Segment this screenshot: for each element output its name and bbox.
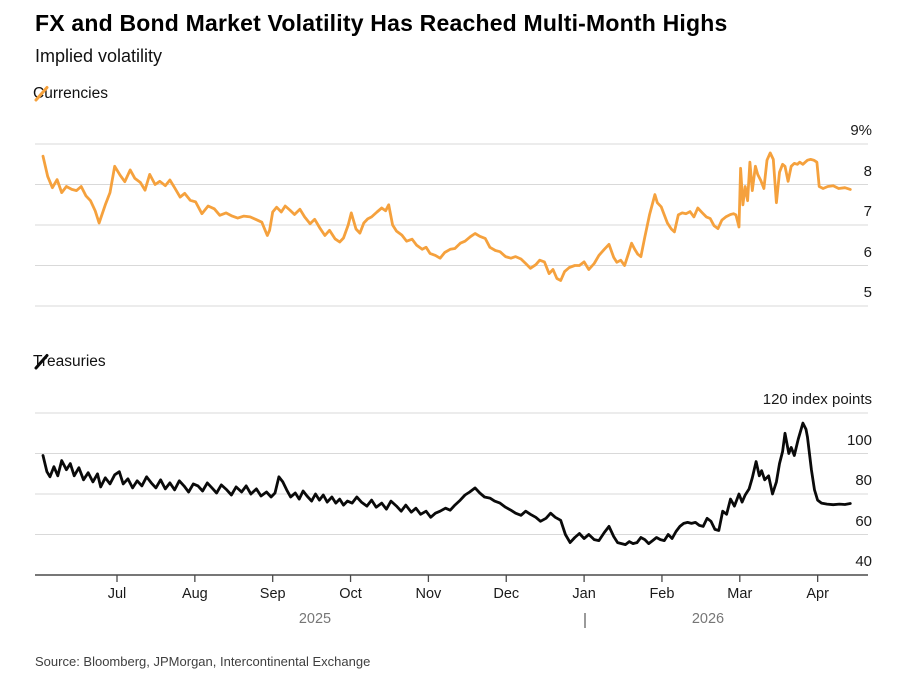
x-tick-label-apr: Apr: [806, 586, 829, 602]
y-tick-label: 40: [855, 553, 872, 570]
y-tick-label: 120 index points: [762, 391, 872, 408]
year-divider-tick: [584, 613, 586, 628]
x-tick-label-aug: Aug: [181, 586, 208, 602]
currencies-series-line: [41, 151, 852, 282]
y-tick-label: 100: [846, 431, 872, 449]
x-tick-label-mar: Mar: [727, 586, 753, 602]
y-tick-label: 80: [855, 472, 872, 489]
treasuries-series-line: [41, 421, 852, 547]
y-tick-label: 60: [855, 512, 872, 530]
x-tick-label-jul: Jul: [107, 586, 127, 602]
x-tick-label-sep: Sep: [259, 586, 286, 602]
legend-treasuries-label: Treasuries: [33, 353, 106, 370]
x-tick-label-nov: Nov: [415, 586, 442, 602]
source-credit: Source: Bloomberg, JPMorgan, Intercontin…: [35, 654, 371, 669]
x-tick-label-feb: Feb: [649, 586, 675, 602]
legend-currencies-label: Currencies: [33, 85, 108, 102]
year-label-2025: 2025: [298, 611, 332, 627]
y-tick-label: 6: [863, 243, 872, 261]
x-tick-label-oct: Oct: [339, 586, 362, 602]
chart-subtitle: Implied volatility: [35, 46, 163, 66]
year-label-2026: 2026: [691, 611, 725, 627]
page-title: FX and Bond Market Volatility Has Reache…: [35, 10, 728, 36]
y-tick-label: 8: [863, 162, 872, 180]
y-tick-label: 7: [863, 203, 872, 220]
treasuries-line-icon: [34, 354, 49, 370]
x-tick-label-jan: Jan: [572, 586, 596, 602]
treasuries-line-chart: [35, 412, 868, 582]
x-tick-label-dec: Dec: [493, 586, 520, 602]
legend-treasuries: Treasuries: [33, 352, 106, 372]
currencies-line-chart: [35, 143, 868, 307]
y-tick-label: 5: [863, 284, 872, 301]
currencies-line-icon: [34, 86, 49, 102]
y-tick-label: 9%: [850, 122, 872, 139]
legend-currencies: Currencies: [33, 84, 108, 104]
